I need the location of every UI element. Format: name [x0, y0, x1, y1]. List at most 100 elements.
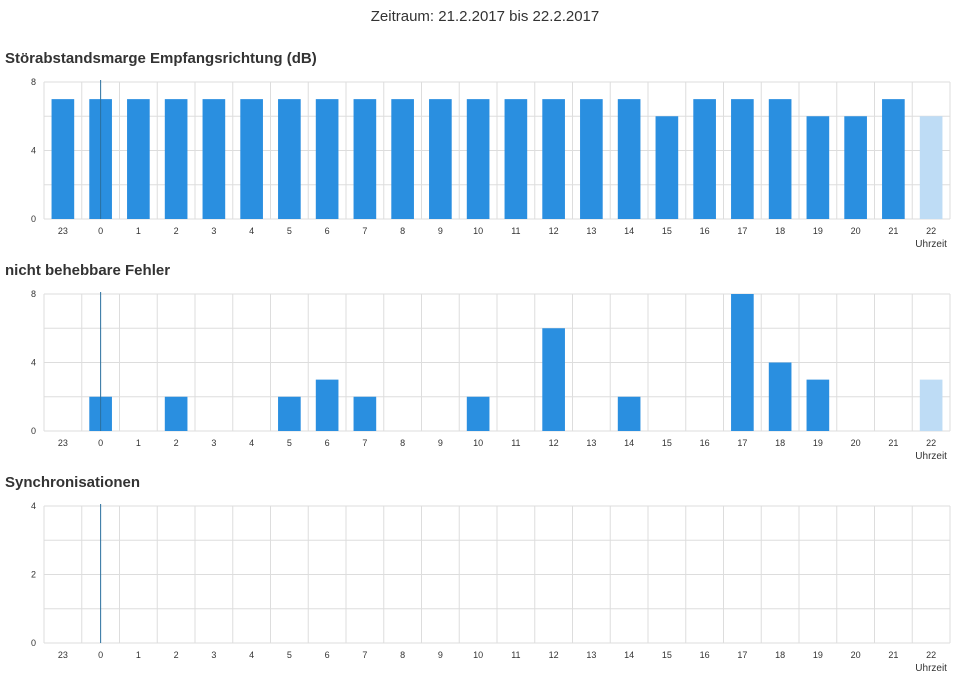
x-tick-label: 12: [549, 438, 559, 448]
x-tick-label: 8: [400, 650, 405, 660]
x-axis-label: Uhrzeit: [915, 663, 947, 674]
bar[interactable]: [731, 99, 754, 219]
y-tick-label: 4: [31, 501, 36, 511]
x-tick-label: 23: [58, 226, 68, 236]
x-tick-label: 2: [174, 438, 179, 448]
x-tick-label: 20: [851, 650, 861, 660]
x-tick-label: 9: [438, 650, 443, 660]
bar[interactable]: [693, 99, 716, 219]
x-tick-label: 7: [362, 650, 367, 660]
x-tick-label: 12: [549, 650, 559, 660]
x-tick-label: 2: [174, 226, 179, 236]
bar[interactable]: [617, 99, 641, 219]
x-tick-label: 1: [136, 226, 141, 236]
bar[interactable]: [580, 99, 603, 219]
bar[interactable]: [882, 99, 905, 219]
x-axis-label: Uhrzeit: [915, 451, 947, 462]
x-tick-label: 9: [438, 226, 443, 236]
x-tick-label: 8: [400, 438, 405, 448]
bar[interactable]: [466, 396, 490, 431]
bar[interactable]: [353, 99, 377, 219]
x-tick-label: 19: [813, 226, 823, 236]
x-tick-label: 20: [851, 226, 861, 236]
x-tick-label: 5: [287, 226, 292, 236]
x-tick-label: 3: [211, 650, 216, 660]
bar[interactable]: [504, 99, 528, 219]
bar[interactable]: [278, 396, 301, 431]
bar[interactable]: [542, 99, 565, 219]
bar[interactable]: [919, 379, 943, 431]
bar[interactable]: [51, 99, 75, 219]
x-tick-label: 13: [586, 226, 596, 236]
y-tick-label: 0: [31, 214, 36, 224]
x-tick-label: 15: [662, 438, 672, 448]
y-tick-label: 8: [31, 289, 36, 299]
x-tick-label: 3: [211, 226, 216, 236]
x-tick-label: 14: [624, 226, 634, 236]
bar[interactable]: [844, 116, 867, 219]
y-tick-label: 4: [31, 146, 36, 156]
x-tick-label: 13: [586, 650, 596, 660]
x-tick-label: 15: [662, 650, 672, 660]
bar[interactable]: [617, 396, 641, 431]
x-tick-label: 9: [438, 438, 443, 448]
x-tick-label: 23: [58, 438, 68, 448]
x-tick-label: 17: [737, 226, 747, 236]
x-tick-label: 17: [737, 438, 747, 448]
bar[interactable]: [127, 99, 150, 219]
x-axis-label: Uhrzeit: [915, 239, 947, 250]
y-tick-label: 0: [31, 638, 36, 648]
bar[interactable]: [768, 362, 792, 432]
bar[interactable]: [240, 99, 263, 219]
bar[interactable]: [164, 396, 188, 431]
x-tick-label: 1: [136, 650, 141, 660]
x-tick-label: 13: [586, 438, 596, 448]
x-tick-label: 6: [325, 438, 330, 448]
bar[interactable]: [806, 116, 830, 219]
bar[interactable]: [391, 99, 414, 219]
x-tick-label: 14: [624, 650, 634, 660]
y-tick-label: 4: [31, 358, 36, 368]
x-tick-label: 10: [473, 226, 483, 236]
bar[interactable]: [429, 99, 452, 219]
bar[interactable]: [466, 99, 490, 219]
x-tick-label: 22: [926, 226, 936, 236]
x-tick-label: 3: [211, 438, 216, 448]
x-tick-label: 0: [98, 438, 103, 448]
x-tick-label: 11: [511, 650, 520, 660]
x-tick-label: 18: [775, 438, 785, 448]
x-tick-label: 4: [249, 438, 254, 448]
bar[interactable]: [353, 396, 377, 431]
x-tick-label: 2: [174, 650, 179, 660]
x-tick-label: 16: [700, 438, 710, 448]
x-tick-label: 21: [888, 438, 898, 448]
bar[interactable]: [731, 294, 754, 431]
bar[interactable]: [919, 116, 943, 219]
bar[interactable]: [278, 99, 301, 219]
chart-title-uncorrectable-errors: nicht behebbare Fehler: [5, 262, 171, 279]
x-tick-label: 15: [662, 226, 672, 236]
x-tick-label: 6: [325, 650, 330, 660]
x-tick-label: 14: [624, 438, 634, 448]
x-tick-label: 16: [700, 226, 710, 236]
x-tick-label: 8: [400, 226, 405, 236]
bar[interactable]: [164, 99, 188, 219]
x-tick-label: 21: [888, 650, 898, 660]
bar[interactable]: [768, 99, 792, 219]
bar[interactable]: [315, 99, 339, 219]
bar[interactable]: [542, 328, 565, 431]
x-tick-label: 7: [362, 438, 367, 448]
x-tick-label: 5: [287, 438, 292, 448]
bar[interactable]: [315, 379, 339, 431]
x-tick-label: 11: [511, 438, 520, 448]
bar[interactable]: [202, 99, 226, 219]
bar[interactable]: [806, 379, 830, 431]
bar[interactable]: [655, 116, 679, 219]
x-tick-label: 23: [58, 650, 68, 660]
x-tick-label: 4: [249, 226, 254, 236]
x-tick-label: 4: [249, 650, 254, 660]
x-tick-label: 7: [362, 226, 367, 236]
